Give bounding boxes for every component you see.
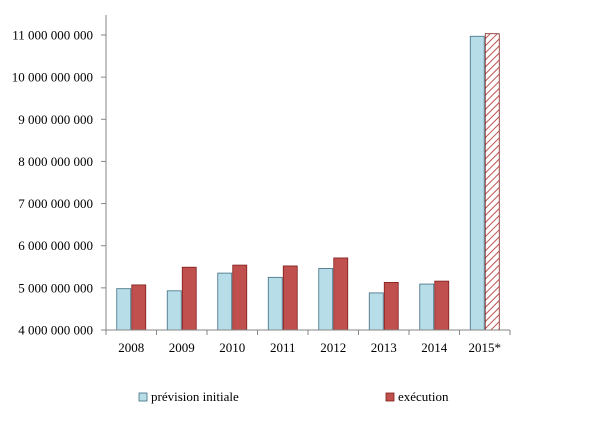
legend-swatch-execution	[386, 393, 394, 401]
x-tick-label: 2015*	[469, 340, 502, 355]
bar-execution	[132, 285, 146, 330]
x-tick-label: 2014	[421, 340, 448, 355]
bar-execution	[485, 34, 499, 330]
legend: prévision initiale exécution	[139, 389, 449, 404]
y-tick-label: 8 000 000 000	[18, 154, 93, 169]
y-tick-label: 5 000 000 000	[18, 280, 93, 295]
x-tick-label: 2013	[371, 340, 397, 355]
bar-prevision-initiale	[117, 289, 131, 330]
legend-label-execution: exécution	[398, 389, 449, 404]
y-axis-ticks: 4 000 000 000 5 000 000 000 6 000 000 000 7…	[12, 28, 106, 338]
bar-execution	[182, 267, 196, 330]
y-tick-label: 6 000 000 000	[18, 238, 93, 253]
bar-execution	[334, 258, 348, 330]
bar-prevision-initiale	[470, 36, 484, 330]
x-axis-ticks: 2008 2009 2010 2011 2012 2013 2014 2015*	[106, 330, 510, 355]
x-tick-label: 2009	[169, 340, 195, 355]
bar-execution	[384, 282, 398, 330]
bar-prevision-initiale	[319, 268, 333, 330]
x-tick-label: 2010	[219, 340, 245, 355]
bar-prevision-initiale	[268, 277, 282, 330]
bar-execution	[435, 281, 449, 330]
bar-prevision-initiale	[420, 284, 434, 330]
bar-prevision-initiale	[218, 273, 232, 330]
y-tick-label: 7 000 000 000	[18, 196, 93, 211]
legend-label-prevision-initiale: prévision initiale	[151, 389, 239, 404]
x-tick-label: 2012	[320, 340, 346, 355]
x-tick-label: 2008	[118, 340, 144, 355]
bar-execution	[283, 266, 297, 330]
y-tick-label: 9 000 000 000	[18, 112, 93, 127]
x-tick-label: 2011	[270, 340, 296, 355]
bar-execution	[233, 265, 247, 330]
bars	[117, 34, 500, 330]
y-tick-label: 11 000 000 000	[12, 28, 93, 43]
bar-prevision-initiale	[167, 291, 181, 330]
legend-swatch-prevision-initiale	[139, 393, 147, 401]
y-tick-label: 4 000 000 000	[18, 323, 93, 338]
bar-prevision-initiale	[369, 293, 383, 330]
y-tick-label: 10 000 000 000	[12, 70, 93, 85]
